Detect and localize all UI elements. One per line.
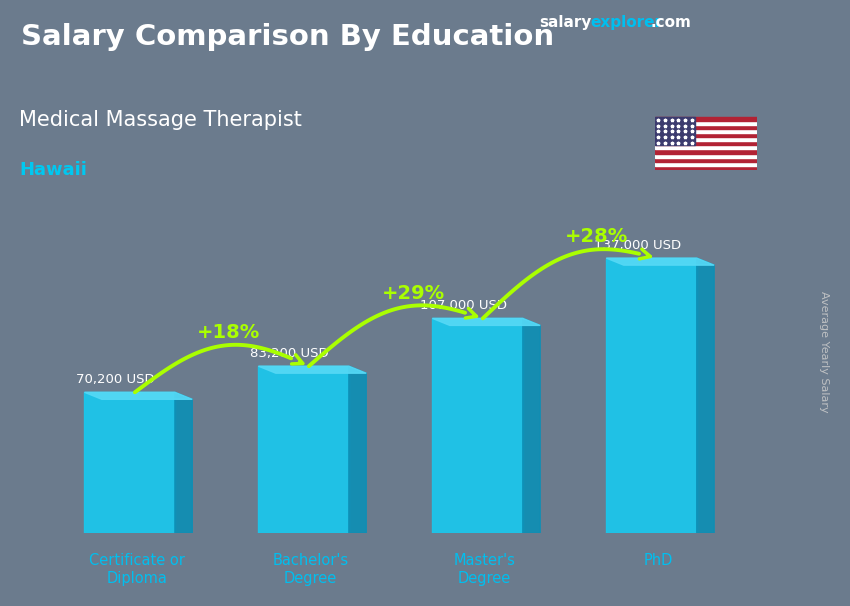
Bar (654, 117, 695, 145)
Bar (654, 125, 756, 129)
Bar (654, 129, 756, 133)
Text: +18%: +18% (196, 323, 260, 342)
Text: Hawaii: Hawaii (19, 161, 87, 179)
Text: 137,000 USD: 137,000 USD (594, 239, 681, 252)
Text: Average Yearly Salary: Average Yearly Salary (819, 291, 829, 412)
Bar (654, 153, 756, 158)
Bar (654, 121, 756, 125)
Polygon shape (697, 258, 714, 533)
Bar (654, 133, 756, 138)
Bar (654, 117, 756, 121)
Text: +29%: +29% (382, 284, 445, 302)
Text: PhD: PhD (643, 553, 673, 568)
Text: 70,200 USD: 70,200 USD (76, 373, 155, 386)
Bar (654, 145, 756, 150)
Text: Medical Massage Therapist: Medical Massage Therapist (19, 110, 302, 130)
Bar (84, 392, 175, 533)
Text: Certificate or
Diploma: Certificate or Diploma (88, 553, 184, 586)
Text: Bachelor's
Degree: Bachelor's Degree (273, 553, 348, 586)
Text: Salary Comparison By Education: Salary Comparison By Education (21, 22, 554, 51)
Bar (654, 158, 756, 162)
Bar (654, 162, 756, 165)
Polygon shape (433, 318, 541, 325)
Bar (654, 165, 756, 170)
Bar (433, 318, 523, 533)
Bar (654, 141, 756, 145)
Polygon shape (84, 392, 192, 399)
Text: 83,200 USD: 83,200 USD (251, 347, 329, 360)
Text: .com: .com (650, 15, 691, 30)
Text: 107,000 USD: 107,000 USD (420, 299, 507, 312)
Polygon shape (606, 258, 714, 265)
Bar (654, 138, 756, 141)
Polygon shape (175, 392, 192, 533)
Bar (654, 150, 756, 153)
Text: explorer: explorer (591, 15, 663, 30)
Polygon shape (523, 318, 541, 533)
Text: +28%: +28% (565, 227, 628, 247)
Polygon shape (258, 366, 366, 373)
Text: salary: salary (540, 15, 592, 30)
Bar (258, 366, 348, 533)
Polygon shape (348, 366, 366, 533)
Bar (606, 258, 697, 533)
Text: Master's
Degree: Master's Degree (454, 553, 515, 586)
